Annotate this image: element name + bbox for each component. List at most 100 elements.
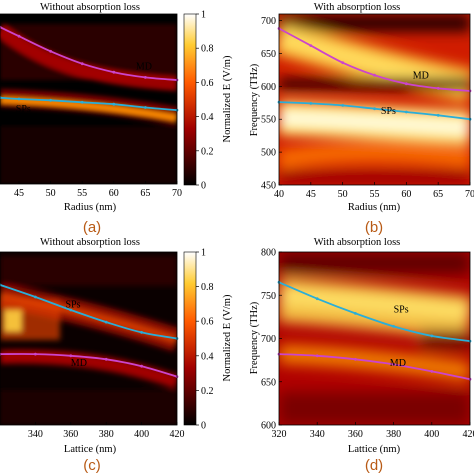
colorbar-c-tick-label: 1 [201, 248, 206, 259]
panel-d-sps-label: SPs [394, 305, 409, 316]
panel-b-ticks: 40 45 50 55 60 65 70 450 500 550 600 650 700 [261, 16, 474, 200]
panel-c: Without absorption loss SPs MD 340 360 380… [0, 237, 185, 474]
colorbar-a-tick-label: 0 [201, 181, 206, 192]
panel-a-sps-point [80, 100, 84, 104]
panel-a-sps-point [49, 98, 52, 102]
panel-c-xtick-label: 360 [63, 429, 78, 440]
panel-d-xtick-label: 400 [424, 429, 439, 440]
panel-a-xlabel: Radius (nm) [64, 202, 117, 213]
panel-a: Without absorption loss MD SPs 45 50 55 60 6… [0, 2, 182, 236]
panel-c-sps-label: SPs [66, 299, 81, 310]
panel-c-curves [0, 283, 179, 378]
panel-b-ylabel: Frequency (THz) [249, 63, 260, 136]
panel-b-sps-point [404, 110, 408, 114]
panel-b-sps-point [436, 113, 440, 117]
panel-b-xtick-label: 50 [338, 189, 348, 200]
panel-d-ytick-label: 600 [261, 421, 276, 432]
panel-a-heatmap [0, 14, 177, 184]
panel-b-md-point [341, 61, 345, 65]
panel-c-heatmap [0, 252, 177, 425]
panel-a-xticks: 45 50 55 60 65 70 [14, 181, 182, 199]
panel-c-md-point [104, 357, 108, 361]
panel-d-ytick-label: 750 [261, 291, 276, 302]
panel-b-xlabel: Radius (nm) [348, 202, 401, 213]
panel-d-ticks: 320 340 360 380 400 420 600 650 700 750 800 [261, 248, 474, 441]
panel-a-md-point [17, 34, 21, 38]
panel-b-md-point [309, 44, 313, 47]
panel-b-ytick-label: 500 [261, 148, 276, 159]
panel-a-md-point [49, 49, 52, 53]
panel-a-md-point [112, 70, 116, 74]
panel-c-xticks: 340 360 380 400 420 [28, 422, 185, 440]
panel-d-md-point [354, 357, 357, 361]
panel-b-sps-point [341, 104, 345, 107]
panel-a-xtick-label: 50 [46, 188, 56, 199]
panel-b-xtick-label: 40 [274, 189, 284, 200]
panel-a-sps-label: SPs [16, 104, 31, 115]
colorbar-a-tick-label: 0.2 [201, 146, 214, 157]
panel-b-xtick-label: 45 [306, 189, 316, 200]
panel-a-curves [0, 25, 179, 112]
panel-c-xtick-label: 340 [28, 429, 43, 440]
panel-c-sps-point [140, 331, 144, 334]
panel-c-md-label: MD [71, 358, 87, 369]
panel-d: With absorption loss Frequency (THz) SPs… [249, 237, 474, 474]
panel-a-md-label: MD [136, 62, 152, 73]
panel-c-xtick-label: 420 [170, 429, 185, 440]
panel-b-xtick-label: 65 [433, 189, 443, 200]
panel-c-md-point [69, 354, 73, 358]
colorbar-a-tick-label: 0.8 [201, 44, 214, 55]
panel-b-ytick-label: 600 [261, 82, 276, 93]
panel-c-md-line [0, 353, 178, 378]
panel-d-heatmap [279, 252, 470, 425]
panel-b-heatmap [279, 14, 470, 185]
panel-b-title: With absorption loss [314, 2, 401, 13]
panel-d-ytick-label: 650 [261, 377, 276, 388]
panel-d-md-label: MD [390, 358, 406, 369]
panel-d-md-line [278, 353, 471, 381]
colorbar-c-ticks: 0 0.2 0.4 0.6 0.8 1 [196, 248, 214, 432]
panel-d-letter: (d) [365, 457, 383, 474]
panel-b-sps-point [373, 107, 376, 111]
colorbar-c-tick-label: 0.4 [201, 351, 214, 362]
panel-c-title: Without absorption loss [40, 237, 140, 248]
panel-c-md-point [140, 364, 144, 368]
panel-b-md-point [404, 82, 408, 86]
colorbar-c-tick-label: 0 [201, 421, 206, 432]
panel-d-xtick-label: 360 [348, 429, 363, 440]
panel-c-xlabel: Lattice (nm) [64, 444, 117, 455]
colorbar-a-tick-label: 0.4 [201, 112, 214, 123]
panel-b: With absorption loss Frequency (THz) MD … [249, 2, 474, 236]
panel-b-ytick-label: 650 [261, 49, 276, 60]
panel-a-md-point [80, 62, 84, 66]
colorbar-a-label: Normalized E (V/m) [222, 55, 233, 142]
panel-d-sps-point [315, 297, 319, 301]
panel-a-sps-point [112, 102, 116, 106]
panel-a-xtick-label: 70 [172, 188, 182, 199]
panel-d-sps-point [430, 334, 434, 338]
colorbar-c-label: Normalized E (V/m) [222, 294, 233, 381]
panel-b-sps-point [309, 102, 313, 105]
panel-c-sps-point [69, 308, 73, 312]
panel-b-letter: (b) [365, 219, 383, 236]
panel-d-xtick-label: 420 [463, 429, 474, 440]
panel-b-ytick-label: 550 [261, 115, 276, 126]
colorbar-a: 0 0.2 0.4 0.6 0.8 1 Normalized E (V/m) [183, 10, 233, 192]
panel-c-sps-point [34, 295, 37, 299]
panel-d-ytick-label: 800 [261, 248, 276, 259]
panel-d-md-point [430, 370, 434, 373]
panel-c-xtick-label: 380 [99, 429, 114, 440]
colorbar-a-ticks: 0 0.2 0.4 0.6 0.8 1 [196, 10, 214, 192]
panel-d-xtick-label: 320 [272, 429, 287, 440]
panel-d-sps-point [392, 325, 395, 328]
panel-b-curves [277, 27, 472, 121]
colorbar-c-tick-label: 0.6 [201, 317, 214, 328]
colorbar-c-tick-label: 0.2 [201, 386, 214, 397]
panel-a-xtick-label: 65 [140, 188, 150, 199]
panel-c-sps-line [0, 284, 178, 340]
colorbar-c-tick-label: 0.8 [201, 282, 214, 293]
panel-d-md-point [392, 363, 395, 366]
panel-d-ytick-label: 700 [261, 334, 276, 345]
panel-a-title: Without absorption loss [40, 2, 140, 13]
